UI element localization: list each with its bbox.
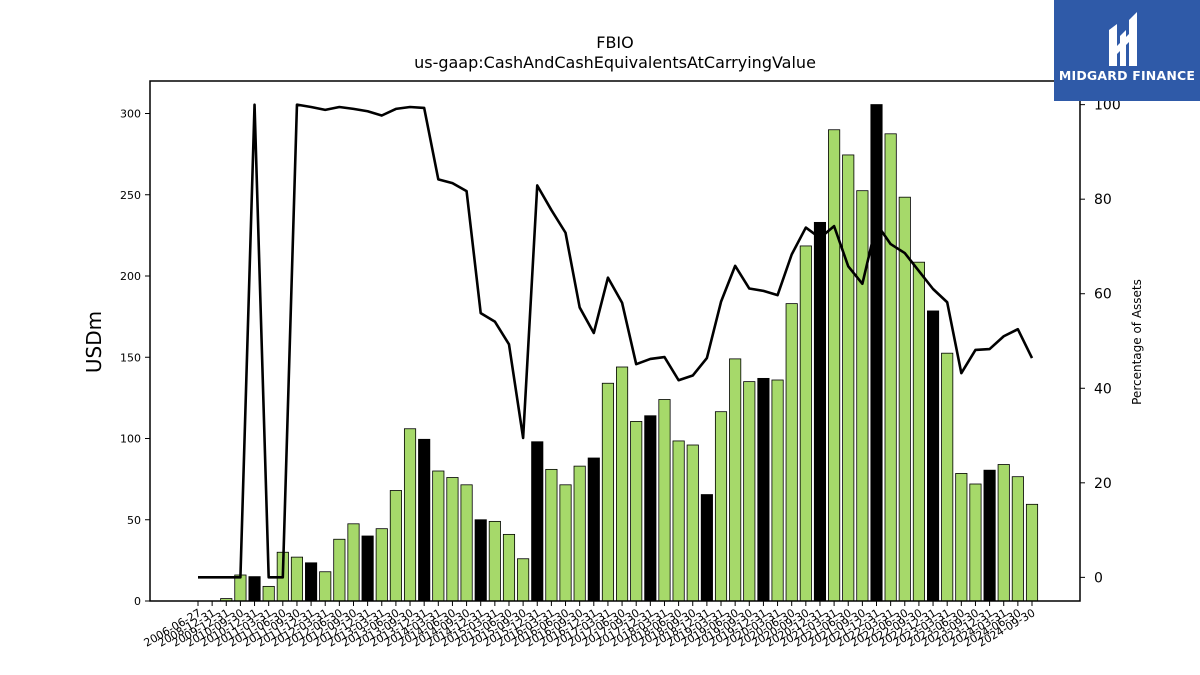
bar xyxy=(573,465,586,602)
bar xyxy=(658,399,671,602)
bar xyxy=(347,523,360,602)
y2-tick-label: 60 xyxy=(1094,287,1112,303)
y2-tick-label: 100 xyxy=(1094,98,1121,114)
y-tick-label: 250 xyxy=(120,189,141,202)
bar xyxy=(403,428,417,602)
bar xyxy=(771,379,784,602)
bar xyxy=(743,381,756,602)
bar xyxy=(884,133,897,602)
y-tick-label: 100 xyxy=(120,433,141,446)
y-tick-label: 200 xyxy=(120,270,141,283)
y2-axis-label: Percentage of Assets xyxy=(1130,279,1144,405)
bar xyxy=(1011,476,1024,602)
bar xyxy=(927,310,940,602)
y2-tick-label: 80 xyxy=(1094,192,1112,208)
bar xyxy=(502,533,516,602)
y-tick-label: 150 xyxy=(120,351,141,364)
bar xyxy=(460,484,473,602)
y2-tick-label: 0 xyxy=(1094,570,1103,586)
bar xyxy=(432,470,445,602)
y-axis-label: USDm xyxy=(82,311,106,373)
bar xyxy=(234,574,247,602)
bar xyxy=(333,538,346,602)
bar xyxy=(672,440,685,602)
bar xyxy=(446,477,459,602)
logo-text: MIDGARD FINANCE xyxy=(1058,68,1196,83)
bar xyxy=(375,528,388,602)
chart-title: FBIO xyxy=(596,33,634,52)
percentage-line xyxy=(198,103,1034,579)
y-tick-label: 0 xyxy=(134,595,141,608)
axes: 0501001502002503000204060801002006-06-27… xyxy=(120,98,1121,650)
plot-frame xyxy=(149,80,1081,602)
bar xyxy=(785,303,798,602)
y-tick-label: 300 xyxy=(120,108,141,121)
bar xyxy=(545,468,558,602)
bar xyxy=(418,438,431,602)
bar xyxy=(757,377,770,602)
bar xyxy=(969,483,982,602)
bar xyxy=(474,519,487,602)
bar xyxy=(700,494,713,602)
bar xyxy=(305,562,318,602)
bar xyxy=(559,484,572,602)
bar xyxy=(248,576,261,602)
bar xyxy=(587,457,600,602)
bar xyxy=(361,535,374,602)
bar xyxy=(531,441,544,602)
y2-tick-label: 20 xyxy=(1094,476,1112,492)
bar xyxy=(856,190,869,602)
bar xyxy=(955,473,968,602)
bar xyxy=(616,366,629,602)
bar xyxy=(813,221,827,602)
bar xyxy=(941,352,954,602)
bar xyxy=(842,154,855,602)
bar xyxy=(488,520,501,602)
bar xyxy=(729,358,742,602)
midgard-finance-logo: MIDGARD FINANCE xyxy=(1054,0,1200,101)
bar xyxy=(644,415,657,602)
bar xyxy=(290,556,304,602)
bar xyxy=(601,382,614,602)
bar xyxy=(319,571,332,602)
bar xyxy=(799,245,812,602)
y-tick-label: 50 xyxy=(127,514,141,527)
bar xyxy=(630,421,643,602)
logo-mark-icon xyxy=(1109,12,1137,66)
chart-subtitle: us-gaap:CashAndCashEquivalentsAtCarrying… xyxy=(414,53,816,72)
bar xyxy=(262,585,275,602)
bar xyxy=(1025,503,1039,602)
bar xyxy=(912,261,925,602)
bar xyxy=(997,464,1010,602)
bar xyxy=(714,411,728,602)
bar xyxy=(983,469,996,602)
line-series xyxy=(198,103,1034,579)
bar-series xyxy=(220,104,1039,602)
bar xyxy=(686,444,699,602)
bar xyxy=(870,104,883,602)
bar xyxy=(828,129,841,602)
bar xyxy=(389,490,402,602)
bar xyxy=(517,558,530,602)
y2-tick-label: 40 xyxy=(1094,381,1112,397)
